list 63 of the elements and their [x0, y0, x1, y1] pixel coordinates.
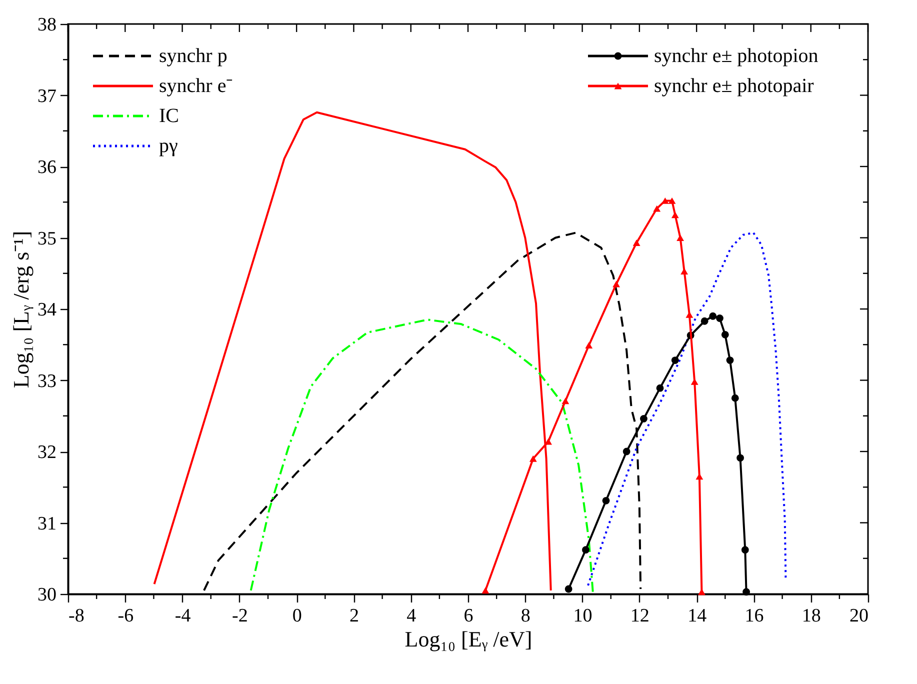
- x-tick-label: 8: [520, 606, 530, 626]
- point: [741, 546, 749, 554]
- legend-label: IC: [159, 105, 179, 127]
- point: [661, 197, 669, 204]
- y-tick-label: 31: [38, 513, 56, 534]
- point: [736, 454, 744, 462]
- x-tick-label: 16: [744, 606, 764, 626]
- point: [656, 384, 664, 392]
- x-tick-label: 10: [573, 606, 592, 626]
- point: [726, 356, 734, 364]
- point: [671, 212, 679, 218]
- point: [731, 394, 739, 402]
- point: [640, 415, 648, 422]
- x-tick-label: -2: [232, 606, 248, 626]
- point: [709, 312, 717, 320]
- legend-label: synchr e± photopion: [654, 45, 818, 67]
- legend-label: synchr e± photopair: [654, 75, 814, 97]
- point: [676, 234, 684, 241]
- point: [668, 197, 676, 204]
- point: [721, 330, 729, 338]
- point: [742, 588, 750, 596]
- y-tick-label: 30: [38, 584, 56, 606]
- x-tick-label: 14: [688, 606, 708, 626]
- point: [680, 268, 688, 274]
- point: [671, 356, 679, 364]
- line-series: [250, 318, 594, 593]
- legend-label: synchr p: [159, 45, 228, 67]
- point: [700, 317, 708, 325]
- x-tick-label: -8: [68, 606, 84, 626]
- x-tick-label: 0: [292, 606, 302, 626]
- point: [482, 587, 490, 594]
- point: [632, 240, 640, 246]
- point: [612, 280, 620, 288]
- point: [622, 448, 630, 456]
- line-series: [587, 232, 787, 586]
- x-tick-label: 18: [802, 606, 821, 626]
- x-tick-label: 2: [349, 606, 359, 626]
- point: [653, 205, 661, 212]
- point: [564, 585, 572, 593]
- x-tick-label: 4: [406, 606, 417, 626]
- y-tick-label: 36: [38, 157, 56, 178]
- point: [602, 496, 610, 504]
- point: [696, 473, 704, 480]
- x-tick-label: 12: [630, 606, 650, 626]
- x-tick-label: -4: [174, 606, 192, 626]
- legend-label: pγ: [159, 135, 178, 157]
- x-tick-label: 6: [464, 606, 474, 626]
- y-tick-label: 35: [38, 228, 56, 250]
- point: [562, 398, 570, 404]
- y-tick-label: 38: [38, 14, 56, 36]
- point: [582, 546, 590, 554]
- y-tick-label: 37: [38, 86, 56, 107]
- y-tick-label: 34: [38, 300, 57, 320]
- y-axis-title: Log₁₀ [Lᵧ /erg s⁻¹]: [8, 230, 34, 388]
- point: [716, 314, 724, 322]
- point: [585, 342, 593, 349]
- x-tick-label: -6: [118, 606, 134, 626]
- point: [529, 455, 537, 462]
- y-tick-label: 33: [38, 370, 56, 392]
- x-axis-title: Log₁₀ [Eᵧ /eV]: [404, 626, 532, 652]
- x-tick-label: 20: [850, 606, 868, 626]
- legend-label: synchr e⁻: [159, 75, 234, 97]
- y-tick-label: 32: [38, 442, 56, 463]
